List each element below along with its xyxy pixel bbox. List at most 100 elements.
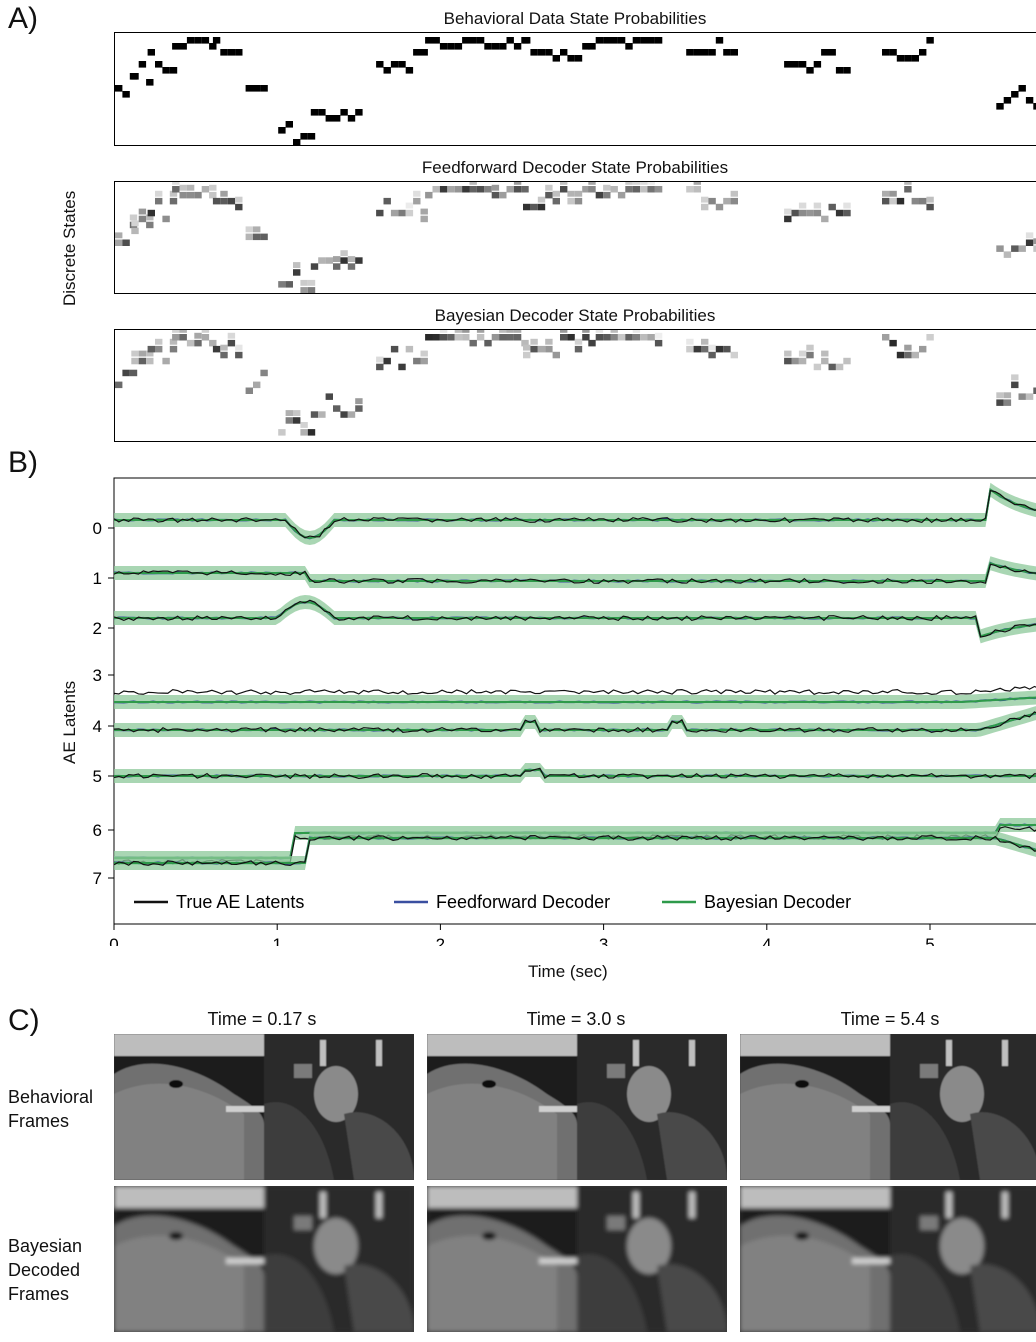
heatmap-cell <box>1025 232 1034 239</box>
heatmap-cell <box>300 429 308 436</box>
heatmap-cell <box>491 191 500 199</box>
heatmap-cell <box>155 338 163 345</box>
heatmap-cell <box>701 203 709 211</box>
heatmap-cell <box>654 186 663 193</box>
heatmap-cell <box>798 357 807 365</box>
behavioral-frame-3 <box>740 1034 1036 1180</box>
heatmap-cell <box>131 220 139 227</box>
heatmap-cell <box>325 115 333 122</box>
heatmap-cell <box>1003 392 1012 399</box>
row-label-behavioral: Behavioral Frames <box>8 1087 94 1131</box>
heatmap-cell <box>179 334 187 341</box>
y-tick-label: 4 <box>93 717 102 736</box>
heatmap-cell <box>889 49 897 56</box>
heatmap-cell <box>131 227 139 235</box>
heatmap-cell <box>715 37 724 44</box>
heatmap-cell <box>318 257 326 264</box>
heatmap-cell <box>1025 239 1034 246</box>
heatmap-cell <box>245 85 253 92</box>
heatmap-cell <box>784 61 792 68</box>
heatmap-cell <box>122 239 130 246</box>
heatmap-cell <box>220 190 228 197</box>
heatmap-cell <box>462 330 470 333</box>
heatmap-cell <box>625 186 633 193</box>
heatmap-cell <box>904 182 912 185</box>
heatmap-cell <box>499 334 507 341</box>
heatmap-cell <box>425 37 433 44</box>
heatmap-cell <box>162 67 170 74</box>
heatmap-cell <box>146 357 154 365</box>
heatmap-cell <box>405 209 414 217</box>
heatmap-cell <box>1003 399 1012 406</box>
heatmap-cell <box>172 182 180 185</box>
heatmap-cell <box>574 190 583 197</box>
heatmap-cell <box>146 221 154 229</box>
heatmap-cell <box>552 55 560 62</box>
heatmap-cell <box>390 61 399 68</box>
heatmap-cell <box>582 334 590 341</box>
heatmap-cell <box>791 357 799 365</box>
heatmap-cell <box>521 186 529 193</box>
heatmap-cell <box>701 338 709 345</box>
heatmap-cell <box>307 287 316 293</box>
heatmap-cell <box>1011 245 1019 252</box>
heatmap-cell <box>523 351 531 359</box>
y-tick-label: 2 <box>93 619 102 638</box>
heatmap-cell <box>693 182 701 185</box>
heatmap-cell <box>155 61 163 68</box>
heatmap-cell <box>798 61 807 68</box>
heatmap-cell <box>131 350 139 357</box>
heatmap-cell <box>376 363 384 371</box>
heatmap-cell <box>582 43 590 50</box>
heatmap-cell <box>405 345 414 353</box>
heatmap-cell <box>513 43 522 50</box>
heatmap-cell <box>405 202 414 209</box>
heatmap-cell <box>889 339 897 347</box>
heatmap-cell <box>333 256 341 262</box>
heatmap-cell <box>432 334 440 341</box>
bayesian-band <box>114 818 1036 865</box>
heatmap-cell <box>131 357 139 365</box>
heatmap-cell <box>513 334 522 341</box>
heatmap-cell <box>138 208 147 215</box>
heatmap-cell <box>708 344 716 351</box>
heatmap-cell <box>926 37 934 44</box>
heatmap-cell <box>813 363 822 371</box>
heatmap-cell <box>537 49 546 56</box>
heatmap-cell <box>179 330 187 333</box>
heatmap-cell <box>209 184 217 191</box>
heatmap-cell <box>632 37 641 44</box>
heatmap-cell <box>530 338 538 345</box>
y-tick-label: 5 <box>93 767 102 786</box>
heatmap-cell <box>686 338 694 345</box>
heatmap-cell <box>632 186 641 193</box>
heatmap-cell <box>784 357 792 365</box>
heatmap-cell <box>293 417 301 424</box>
heatmap-cell <box>567 55 575 62</box>
heatmap-cell <box>285 410 293 416</box>
heatmap-cell <box>253 381 261 389</box>
heatmap-cell <box>413 49 421 56</box>
heatmap-cell <box>1011 91 1019 98</box>
heatmap-cell <box>537 203 546 211</box>
heatmap-cell <box>882 197 890 205</box>
row-label-decoded: Bayesian Decoded Frames <box>8 1236 83 1304</box>
heatmap-cell <box>115 232 123 239</box>
heatmap-cell <box>235 351 243 359</box>
heatmap-cell <box>506 186 514 193</box>
heatmap-cell <box>1033 238 1036 245</box>
heatmap-cell <box>469 186 477 193</box>
heatmap-cell <box>476 186 485 193</box>
heatmap-cell <box>325 257 333 264</box>
panel-a-ylabel: Discrete States <box>60 190 79 306</box>
heatmap-cell <box>179 191 187 199</box>
heatmap-cell <box>209 191 217 199</box>
heatmap-cell <box>310 411 319 418</box>
heatmap-cell <box>439 330 448 333</box>
behavioral-frame-2 <box>427 1034 727 1180</box>
heatmap-cell <box>1025 97 1034 104</box>
heatmap-cell <box>201 334 210 341</box>
heatmap-cell <box>227 332 236 339</box>
heatmap-cell <box>209 43 217 50</box>
heatmap-cell <box>138 61 147 68</box>
